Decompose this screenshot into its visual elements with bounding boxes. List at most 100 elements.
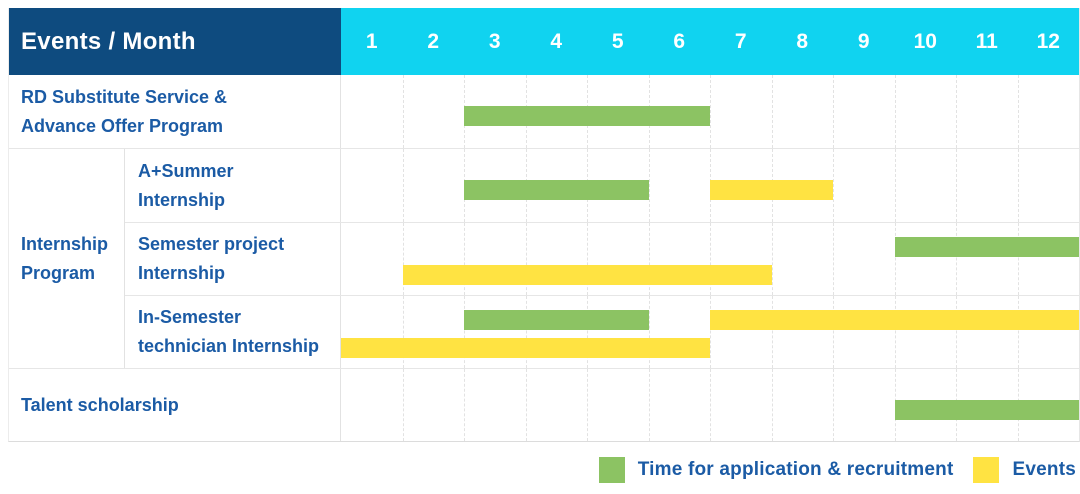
gantt-bar-events	[710, 310, 1079, 330]
row-label-text: Talent scholarship	[21, 394, 179, 415]
table-row-semester-project-internship: Semester project Internship	[125, 222, 1079, 295]
internship-program-rows: A+Summer Internship Semester project Int…	[125, 149, 1079, 368]
month-gridline	[525, 296, 527, 368]
month-gridline	[771, 369, 773, 441]
group-label-internship-program: Internship Program	[9, 149, 125, 368]
month-gridline	[648, 369, 650, 441]
month-gridline	[464, 296, 465, 368]
month-header-cell: 12	[1036, 29, 1060, 53]
month-gridline	[1017, 296, 1019, 368]
month-gridline	[648, 149, 650, 222]
legend-label-recruitment: Time for application & recruitment	[637, 459, 954, 480]
events-month-header-text: Events / Month	[21, 27, 196, 55]
month-header-cell: 5	[611, 29, 624, 53]
month-gridline	[956, 296, 957, 368]
internship-program-group: Internship Program A+Summer Internship S…	[9, 148, 1079, 368]
month-gridline	[648, 296, 650, 368]
events-color-swatch	[973, 457, 1000, 483]
month-gridline	[833, 369, 834, 441]
table-row-a-summer-internship: A+Summer Internship	[125, 149, 1079, 222]
gantt-bar-recruitment	[894, 237, 1079, 257]
month-gridline	[587, 296, 588, 368]
month-header-row: 1 2 3 4 5 6 7 8 9 10 11 12	[341, 8, 1079, 75]
row-label-text: RD Substitute Service & Advance Offer Pr…	[21, 86, 228, 136]
month-gridline	[587, 369, 588, 441]
month-gridline	[710, 223, 711, 295]
month-gridline	[525, 369, 527, 441]
table-row-in-semester-technician-internship: In-Semester technician Internship	[125, 295, 1079, 368]
month-gridline	[710, 369, 711, 441]
events-month-header: Events / Month	[9, 8, 341, 75]
month-gridline	[464, 223, 465, 295]
month-gridline	[402, 296, 404, 368]
month-gridline	[833, 75, 834, 148]
gantt-bar-events	[710, 180, 833, 200]
row-label-text: In-Semester technician Internship	[138, 307, 320, 356]
month-gridline	[525, 223, 527, 295]
month-header-cell: 9	[857, 29, 870, 53]
month-gridline	[956, 149, 957, 222]
row-label-talent-scholarship: Talent scholarship	[9, 369, 341, 441]
month-gridline	[1017, 75, 1019, 148]
table-row-rd-substitute: RD Substitute Service & Advance Offer Pr…	[9, 75, 1079, 148]
month-gridline	[833, 149, 834, 222]
month-gridline	[402, 75, 404, 148]
row-label-text: A+Summer Internship	[138, 160, 234, 210]
month-header-cell: 11	[975, 29, 998, 53]
month-gridline	[771, 223, 773, 295]
month-gridline	[894, 296, 896, 368]
month-gridline	[1017, 223, 1019, 295]
gantt-track-talent-scholarship	[341, 369, 1079, 441]
group-label-text: Internship Program	[21, 233, 109, 283]
row-label-a-summer-internship: A+Summer Internship	[125, 149, 341, 222]
legend-label-events: Events	[1012, 459, 1076, 480]
row-label-text: Semester project Internship	[138, 234, 285, 283]
recruitment-color-swatch	[598, 457, 625, 483]
gantt-bar-recruitment	[464, 106, 710, 126]
table-row-talent-scholarship: Talent scholarship	[9, 368, 1079, 441]
gantt-track-in-semester-technician-internship	[341, 296, 1079, 368]
month-gridline	[833, 223, 834, 295]
month-gridline	[956, 223, 957, 295]
month-gridline	[771, 75, 773, 148]
gantt-track-semester-project-internship	[341, 223, 1079, 295]
month-header-cell: 10	[913, 29, 937, 53]
month-header-cell: 1	[365, 29, 378, 53]
legend: Time for application & recruitment Event…	[598, 457, 1076, 483]
legend-item-events: Events	[973, 457, 1076, 483]
month-header-cell: 4	[550, 29, 563, 53]
month-gridline	[587, 223, 588, 295]
gantt-bar-events	[341, 338, 710, 358]
month-gridline	[710, 296, 711, 368]
row-label-in-semester-technician-internship: In-Semester technician Internship	[125, 296, 341, 368]
month-gridline	[894, 75, 896, 148]
month-gridline	[894, 149, 896, 222]
month-gridline	[464, 369, 465, 441]
row-label-semester-project-internship: Semester project Internship	[125, 223, 341, 295]
month-gridline	[402, 149, 404, 222]
month-gridline	[1017, 149, 1019, 222]
month-header-cell: 7	[734, 29, 747, 53]
month-gridline	[710, 75, 711, 148]
table-header-row: Events / Month 1 2 3 4 5 6 7 8 9 10 11 12	[9, 8, 1079, 75]
month-gridline	[402, 223, 404, 295]
month-header-cell: 6	[673, 29, 686, 53]
gantt-bar-events	[402, 265, 772, 285]
gantt-bar-recruitment	[894, 400, 1079, 420]
gantt-bar-recruitment	[464, 180, 649, 200]
events-month-table: Events / Month 1 2 3 4 5 6 7 8 9 10 11 12 RD Substi…	[8, 8, 1080, 442]
gantt-track-a-summer-internship	[341, 149, 1079, 222]
month-header-cell: 3	[488, 29, 501, 53]
row-label-rd-substitute: RD Substitute Service & Advance Offer Pr…	[9, 75, 341, 148]
month-gridline	[648, 223, 650, 295]
month-header-cell: 8	[796, 29, 809, 53]
gantt-bar-recruitment	[464, 310, 649, 330]
month-gridline	[833, 296, 834, 368]
month-gridline	[402, 369, 404, 441]
month-header-cell: 2	[427, 29, 440, 53]
gantt-track-rd-substitute	[341, 75, 1079, 148]
month-gridline	[956, 75, 957, 148]
month-gridline	[894, 223, 896, 295]
legend-item-recruitment: Time for application & recruitment	[598, 457, 954, 483]
